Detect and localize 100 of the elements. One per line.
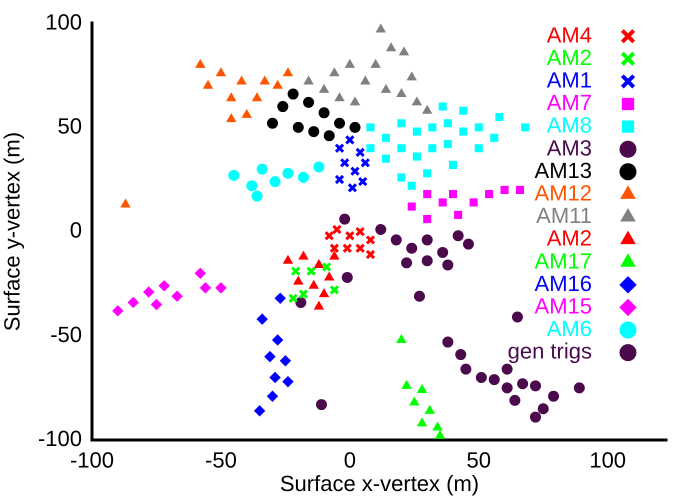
point xyxy=(474,123,483,132)
legend-label: gen trigs xyxy=(508,338,592,364)
point xyxy=(342,272,353,283)
point xyxy=(521,123,530,132)
x-tick-label: 100 xyxy=(589,447,626,472)
point xyxy=(422,255,433,266)
point xyxy=(459,106,468,115)
point xyxy=(277,101,288,112)
point xyxy=(512,312,523,323)
point xyxy=(288,88,299,100)
point xyxy=(381,84,391,93)
point xyxy=(448,160,458,169)
point xyxy=(401,257,412,268)
point xyxy=(397,173,406,182)
point xyxy=(339,214,350,225)
legend-label: AM7 xyxy=(546,90,592,116)
legend-label: AM8 xyxy=(546,112,592,138)
point xyxy=(306,266,316,276)
point xyxy=(490,134,498,142)
legend-label: AM11 xyxy=(536,203,592,228)
point xyxy=(444,119,452,128)
point xyxy=(226,92,236,102)
point xyxy=(422,234,433,246)
point xyxy=(530,412,541,423)
x-tick-label: 0 xyxy=(344,447,356,472)
point xyxy=(143,286,154,298)
point xyxy=(460,364,472,375)
point xyxy=(474,144,483,152)
point xyxy=(412,96,422,106)
point xyxy=(272,334,284,346)
point xyxy=(332,224,342,235)
point xyxy=(455,349,466,360)
point xyxy=(428,144,436,152)
point xyxy=(318,107,330,118)
point xyxy=(334,92,344,102)
point xyxy=(246,180,258,192)
point xyxy=(195,59,206,68)
point xyxy=(319,84,329,93)
point xyxy=(242,109,252,118)
point xyxy=(423,215,432,224)
point xyxy=(303,96,314,108)
point xyxy=(260,76,270,85)
point xyxy=(350,122,361,133)
point xyxy=(236,76,246,85)
point xyxy=(347,182,358,193)
point xyxy=(397,144,406,152)
point xyxy=(488,374,500,386)
point xyxy=(406,242,418,254)
point xyxy=(375,224,386,236)
point xyxy=(444,140,452,148)
point xyxy=(417,418,427,426)
point xyxy=(366,123,375,132)
point xyxy=(406,72,417,80)
point xyxy=(228,170,240,181)
point xyxy=(452,230,464,242)
point xyxy=(485,190,494,198)
y-tick-label: -100 xyxy=(38,426,82,452)
point xyxy=(408,202,416,211)
point xyxy=(574,382,585,394)
point xyxy=(292,122,304,133)
point xyxy=(280,355,291,366)
point xyxy=(316,399,327,410)
point xyxy=(438,102,447,111)
point xyxy=(194,268,206,279)
point xyxy=(365,234,376,245)
point xyxy=(256,314,268,325)
point xyxy=(399,46,409,56)
point xyxy=(360,76,370,85)
y-tick-label: -50 xyxy=(50,322,82,347)
legend-label: AM4 xyxy=(546,22,592,48)
point xyxy=(428,123,436,132)
point xyxy=(304,76,314,85)
point xyxy=(274,292,286,304)
y-tick-label: 50 xyxy=(58,113,82,138)
point xyxy=(203,80,213,89)
point xyxy=(344,230,355,241)
point xyxy=(319,288,329,298)
point xyxy=(476,372,487,383)
point xyxy=(324,230,334,241)
point xyxy=(252,92,262,102)
point xyxy=(322,262,332,272)
point xyxy=(423,190,432,198)
point xyxy=(397,119,406,128)
point xyxy=(314,301,324,310)
point xyxy=(158,280,170,292)
point xyxy=(412,152,421,161)
point xyxy=(283,255,293,264)
point xyxy=(448,190,458,198)
point xyxy=(500,186,509,194)
point xyxy=(459,128,468,136)
legend-label: AM2 xyxy=(546,44,592,70)
point xyxy=(295,296,306,308)
point xyxy=(390,234,402,246)
point xyxy=(112,305,124,316)
point xyxy=(350,166,360,176)
point xyxy=(509,394,520,406)
point xyxy=(366,144,375,152)
point xyxy=(272,80,282,89)
point xyxy=(435,430,445,439)
y-axis-title: Surface y-vertex (m) xyxy=(0,132,24,332)
